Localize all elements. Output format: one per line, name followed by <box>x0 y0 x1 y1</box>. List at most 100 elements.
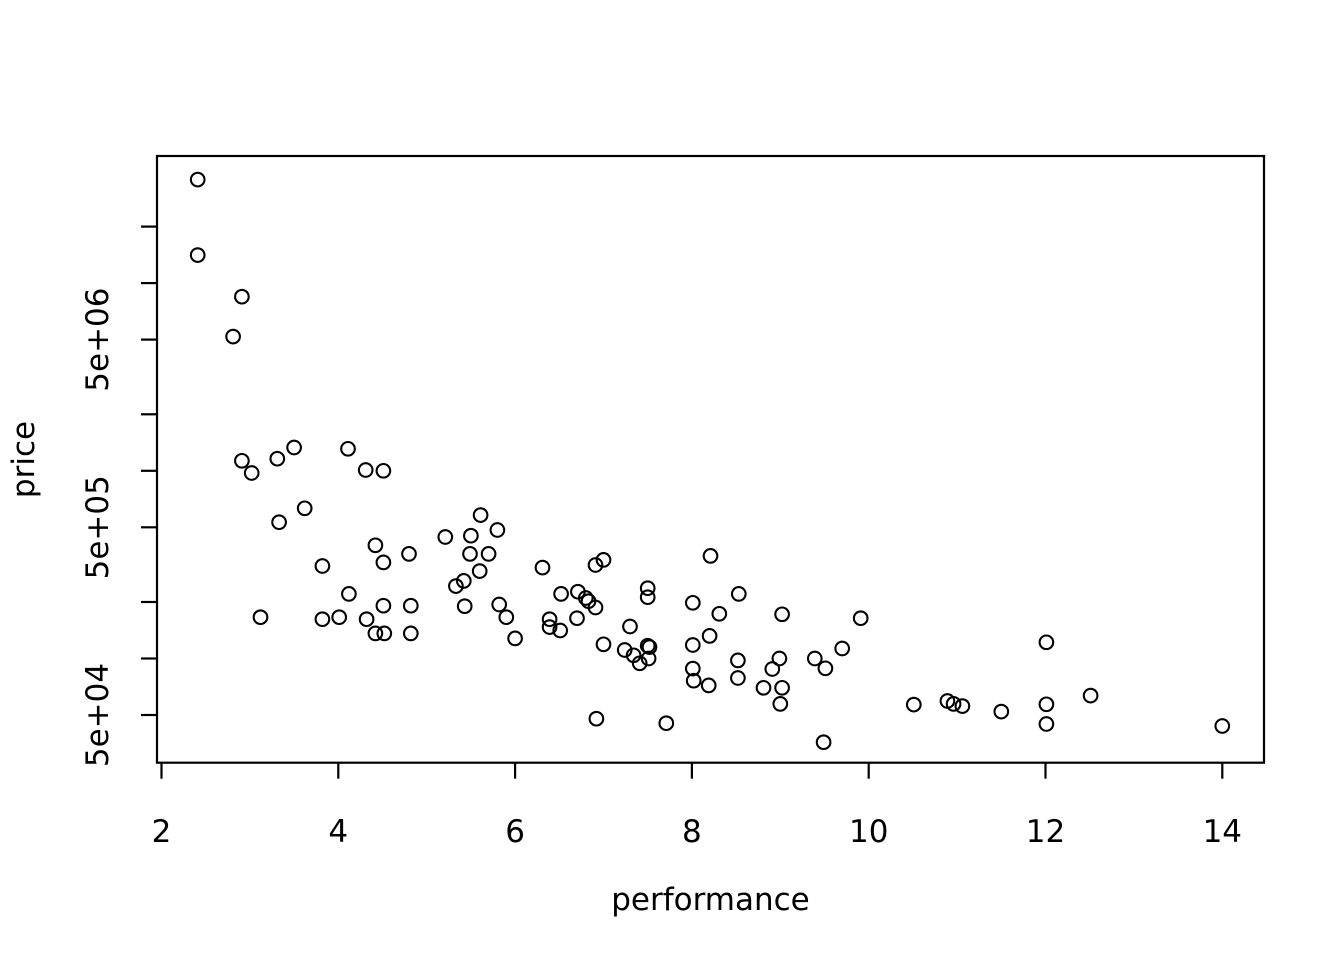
data-point <box>225 328 241 345</box>
data-point <box>331 609 348 626</box>
data-point <box>684 637 701 653</box>
x-tick-label: 4 <box>328 814 348 850</box>
data-point <box>271 514 287 531</box>
data-point <box>252 609 269 626</box>
y-axis: 5e+06 5e+05 5e+04 <box>80 225 157 767</box>
data-point <box>234 452 250 469</box>
data-point <box>815 734 832 751</box>
data-point <box>296 500 313 517</box>
data-point <box>367 537 384 554</box>
data-point <box>471 563 488 579</box>
data-point <box>480 546 497 562</box>
data-point <box>641 639 658 655</box>
data-point <box>755 679 772 696</box>
plot-box <box>155 154 1266 764</box>
data-point <box>993 703 1010 720</box>
data-point <box>507 630 523 647</box>
data-points <box>189 171 1231 751</box>
data-point <box>314 611 331 628</box>
data-point <box>243 465 260 481</box>
data-point <box>577 590 594 606</box>
data-point <box>639 637 656 654</box>
data-point <box>552 622 569 639</box>
data-point <box>448 578 464 594</box>
data-point <box>375 554 392 571</box>
data-point <box>489 522 506 538</box>
data-point <box>189 171 206 188</box>
data-point <box>639 580 656 597</box>
data-point <box>541 611 558 628</box>
data-point <box>455 573 472 589</box>
data-point <box>685 672 702 689</box>
y-tick-label: 5e+06 <box>80 287 116 391</box>
data-point <box>595 636 612 653</box>
data-point <box>402 625 419 642</box>
data-point <box>553 586 569 602</box>
data-point <box>639 589 656 606</box>
data-point <box>402 597 419 614</box>
data-point <box>462 546 478 562</box>
data-point <box>595 552 612 568</box>
x-tick-label: 12 <box>1026 814 1065 850</box>
data-point <box>711 605 728 622</box>
data-point <box>314 558 331 574</box>
x-tick-label: 6 <box>505 814 525 850</box>
data-point <box>498 609 515 626</box>
data-point <box>622 618 638 635</box>
data-point <box>684 660 701 677</box>
data-point <box>658 715 675 732</box>
plot-border <box>155 154 1266 764</box>
data-point <box>774 606 790 623</box>
data-point <box>1038 716 1055 732</box>
data-point <box>774 679 790 696</box>
data-point <box>764 661 781 677</box>
data-point <box>437 529 454 545</box>
x-tick-label: 8 <box>682 814 702 850</box>
data-point <box>701 628 718 644</box>
data-point <box>286 439 302 456</box>
data-point <box>269 450 286 467</box>
data-point <box>375 462 392 479</box>
data-point <box>456 598 473 615</box>
x-axis: 2 4 6 8 10 12 14 <box>152 762 1242 850</box>
data-point <box>730 652 746 669</box>
data-point <box>341 586 357 602</box>
data-point <box>376 625 393 642</box>
y-tick-label: 5e+04 <box>80 663 116 767</box>
data-point <box>587 599 604 616</box>
data-point <box>817 660 834 677</box>
data-point <box>189 247 206 263</box>
x-tick-label: 2 <box>152 814 172 850</box>
data-point <box>771 650 788 667</box>
data-point <box>340 440 356 457</box>
data-point <box>1082 687 1099 704</box>
data-point <box>588 710 605 727</box>
y-axis-label: price <box>6 421 42 498</box>
data-point <box>616 642 633 658</box>
data-point <box>491 596 508 613</box>
data-point <box>772 696 789 712</box>
data-point <box>1038 634 1055 651</box>
data-point <box>834 640 851 657</box>
x-tick-label: 14 <box>1203 814 1242 850</box>
data-point <box>367 625 384 642</box>
data-point <box>463 527 479 544</box>
data-point <box>375 597 392 614</box>
data-point <box>569 610 585 627</box>
data-point <box>1038 696 1055 713</box>
data-point <box>684 594 701 611</box>
data-point <box>541 619 558 635</box>
data-point <box>702 548 719 564</box>
data-point <box>730 586 747 602</box>
data-point <box>234 288 250 305</box>
data-point <box>730 670 746 686</box>
data-point <box>700 677 717 694</box>
data-point <box>945 696 962 712</box>
x-tick-label: 10 <box>849 814 888 850</box>
data-point <box>1214 718 1231 734</box>
data-point <box>806 650 823 667</box>
x-axis-label: performance <box>611 882 810 918</box>
data-point <box>401 546 417 562</box>
